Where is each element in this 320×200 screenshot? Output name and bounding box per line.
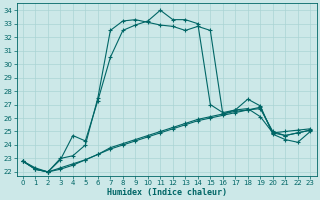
X-axis label: Humidex (Indice chaleur): Humidex (Indice chaleur): [107, 188, 227, 197]
